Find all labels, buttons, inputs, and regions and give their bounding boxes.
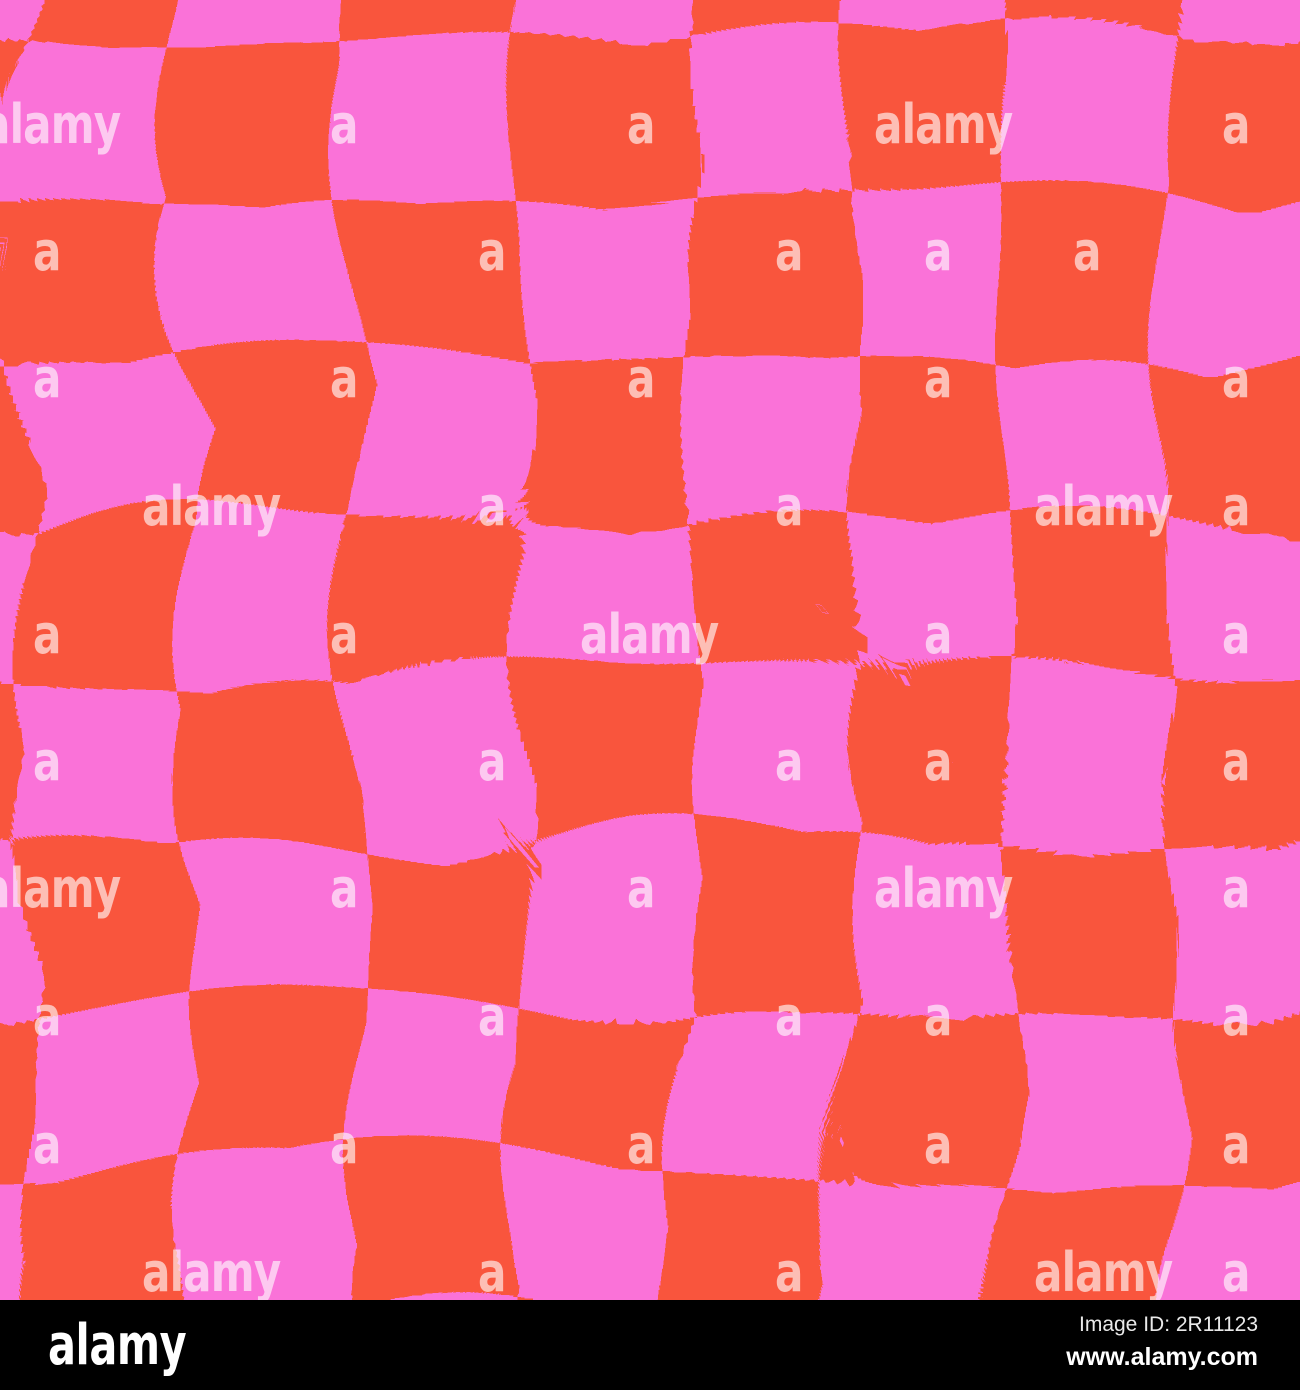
stock-photo-image[interactable]: alamyalamyalamyalamyalamyalamyalamyalamy… <box>0 0 1300 1300</box>
alamy-footer-bar: alamy Image ID: 2R11123 www.alamy.com <box>0 1300 1300 1390</box>
image-id-label: Image ID: 2R11123 <box>1079 1313 1258 1336</box>
alamy-website-link[interactable]: www.alamy.com <box>1066 1343 1258 1371</box>
alamy-logo[interactable]: alamy <box>48 1313 187 1378</box>
footer-meta: Image ID: 2R11123 www.alamy.com <box>1066 1312 1258 1372</box>
